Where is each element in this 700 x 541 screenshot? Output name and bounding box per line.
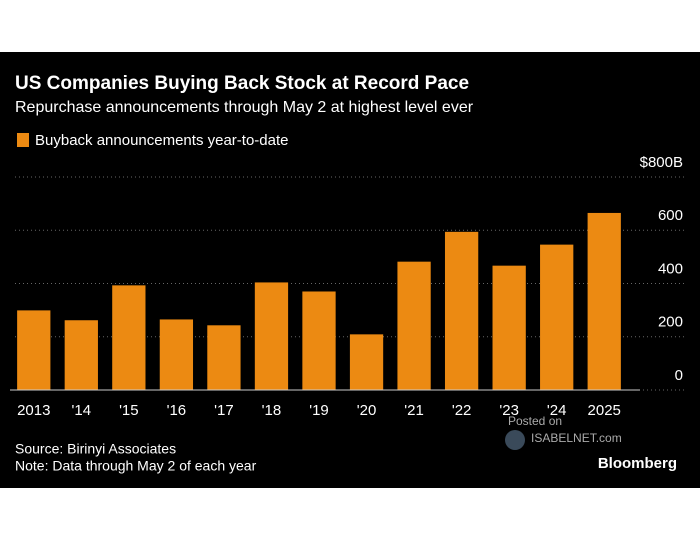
- x-tick-label: '15: [119, 402, 139, 419]
- source: Source: Birinyi Associates: [15, 441, 176, 457]
- bar: [254, 282, 289, 390]
- bar: [64, 320, 98, 390]
- legend-label: Buyback announcements year-to-date: [35, 132, 288, 149]
- watermark: Posted on: [508, 414, 562, 428]
- panel: [0, 52, 700, 488]
- x-tick-label: 2013: [17, 402, 50, 419]
- bar: [112, 285, 146, 390]
- note: Note: Data through May 2 of each year: [15, 458, 257, 474]
- legend-swatch: [17, 133, 29, 147]
- bar: [349, 334, 384, 390]
- bar: [159, 319, 194, 390]
- bar: [492, 265, 526, 390]
- x-tick-label: '20: [357, 402, 377, 419]
- x-tick-label: '18: [262, 402, 282, 419]
- bar: [587, 212, 621, 390]
- chart-title: US Companies Buying Back Stock at Record…: [15, 73, 469, 94]
- bar: [397, 261, 431, 390]
- x-tick-label: '23: [499, 402, 519, 419]
- bar: [207, 325, 241, 390]
- x-tick-label: '19: [309, 402, 329, 419]
- watermark-logo: [505, 430, 525, 450]
- x-tick-label: '21: [404, 402, 424, 419]
- x-tick-label: 2025: [588, 402, 621, 419]
- bar: [302, 291, 336, 390]
- y-tick-label: 600: [658, 207, 683, 224]
- brand: Bloomberg: [598, 455, 677, 472]
- bar: [444, 231, 479, 390]
- bar: [17, 310, 51, 390]
- y-tick-label: 0: [675, 367, 683, 384]
- x-tick-label: '14: [72, 402, 92, 419]
- x-tick-label: '24: [547, 402, 567, 419]
- chart-subtitle: Repurchase announcements through May 2 a…: [15, 99, 474, 116]
- bar: [540, 244, 574, 390]
- watermark: ISABELNET.com: [531, 431, 622, 445]
- x-tick-label: '22: [452, 402, 472, 419]
- x-tick-label: '16: [167, 402, 187, 419]
- y-tick-label: 200: [658, 314, 683, 331]
- y-tick-label: $800B: [640, 154, 683, 171]
- x-tick-label: '17: [214, 402, 234, 419]
- y-tick-label: 400: [658, 260, 683, 277]
